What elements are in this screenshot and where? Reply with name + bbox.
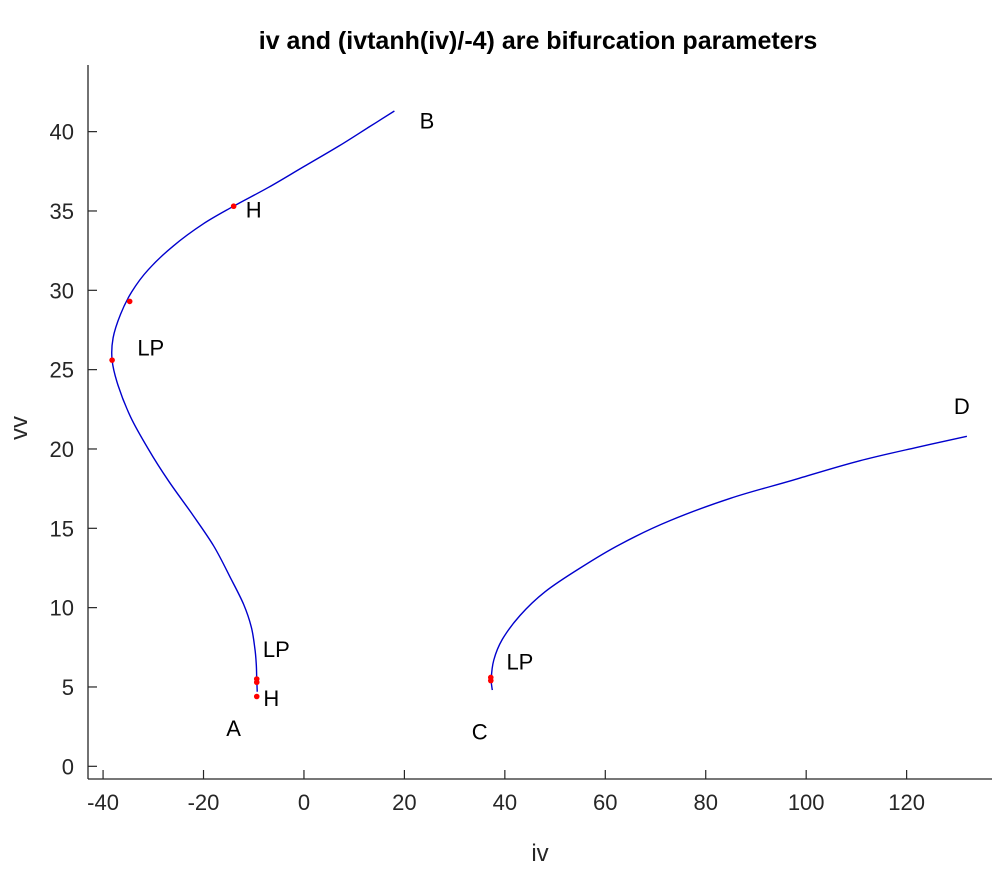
y-tick-label: 25	[50, 358, 74, 383]
point-annotation: LP	[263, 637, 290, 662]
branch-curve-1	[110, 110, 395, 692]
y-tick-label: 35	[50, 199, 74, 224]
x-tick-label: -40	[87, 790, 119, 815]
point-annotation: LP	[506, 650, 533, 675]
bifurcation-point	[487, 677, 494, 684]
x-tick-label: 40	[493, 790, 517, 815]
y-axis-label: vv	[6, 416, 33, 440]
point-annotation: C	[472, 719, 488, 744]
bifurcation-point	[109, 357, 115, 363]
branch-curve-2	[490, 435, 968, 691]
x-tick-label: 0	[298, 790, 310, 815]
y-tick-label: 0	[62, 754, 74, 779]
x-tick-label: 20	[392, 790, 416, 815]
y-tick-label: 10	[50, 596, 74, 621]
point-annotation: LP	[137, 335, 164, 360]
axes: -40 -20 0 20 40 60 80 100 120 0 5 10 15 20 25 30 35 40	[50, 65, 992, 815]
x-tick-label: 120	[888, 790, 925, 815]
y-tick-label: 15	[50, 516, 74, 541]
x-tick-label: 100	[788, 790, 825, 815]
bifurcation-point	[126, 298, 133, 305]
x-tick-label: 60	[593, 790, 617, 815]
x-tick-label: 80	[693, 790, 717, 815]
bifurcation-point	[253, 679, 260, 686]
bifurcation-point	[253, 693, 260, 700]
y-tick-label: 20	[50, 437, 74, 462]
x-tick-label: -20	[188, 790, 220, 815]
point-annotation: A	[226, 716, 241, 741]
point-annotation: D	[954, 394, 970, 419]
chart-title: iv and (ivtanh(iv)/-4) are bifurcation p…	[259, 27, 817, 55]
y-tick-label: 30	[50, 278, 74, 303]
point-annotation: H	[263, 686, 279, 711]
y-tick-label: 40	[50, 120, 74, 145]
point-annotation: H	[246, 197, 262, 222]
bifurcation-point	[230, 203, 237, 210]
y-tick-label: 5	[62, 675, 74, 700]
point-annotation: B	[420, 108, 435, 133]
x-axis-label: iv	[531, 840, 548, 867]
